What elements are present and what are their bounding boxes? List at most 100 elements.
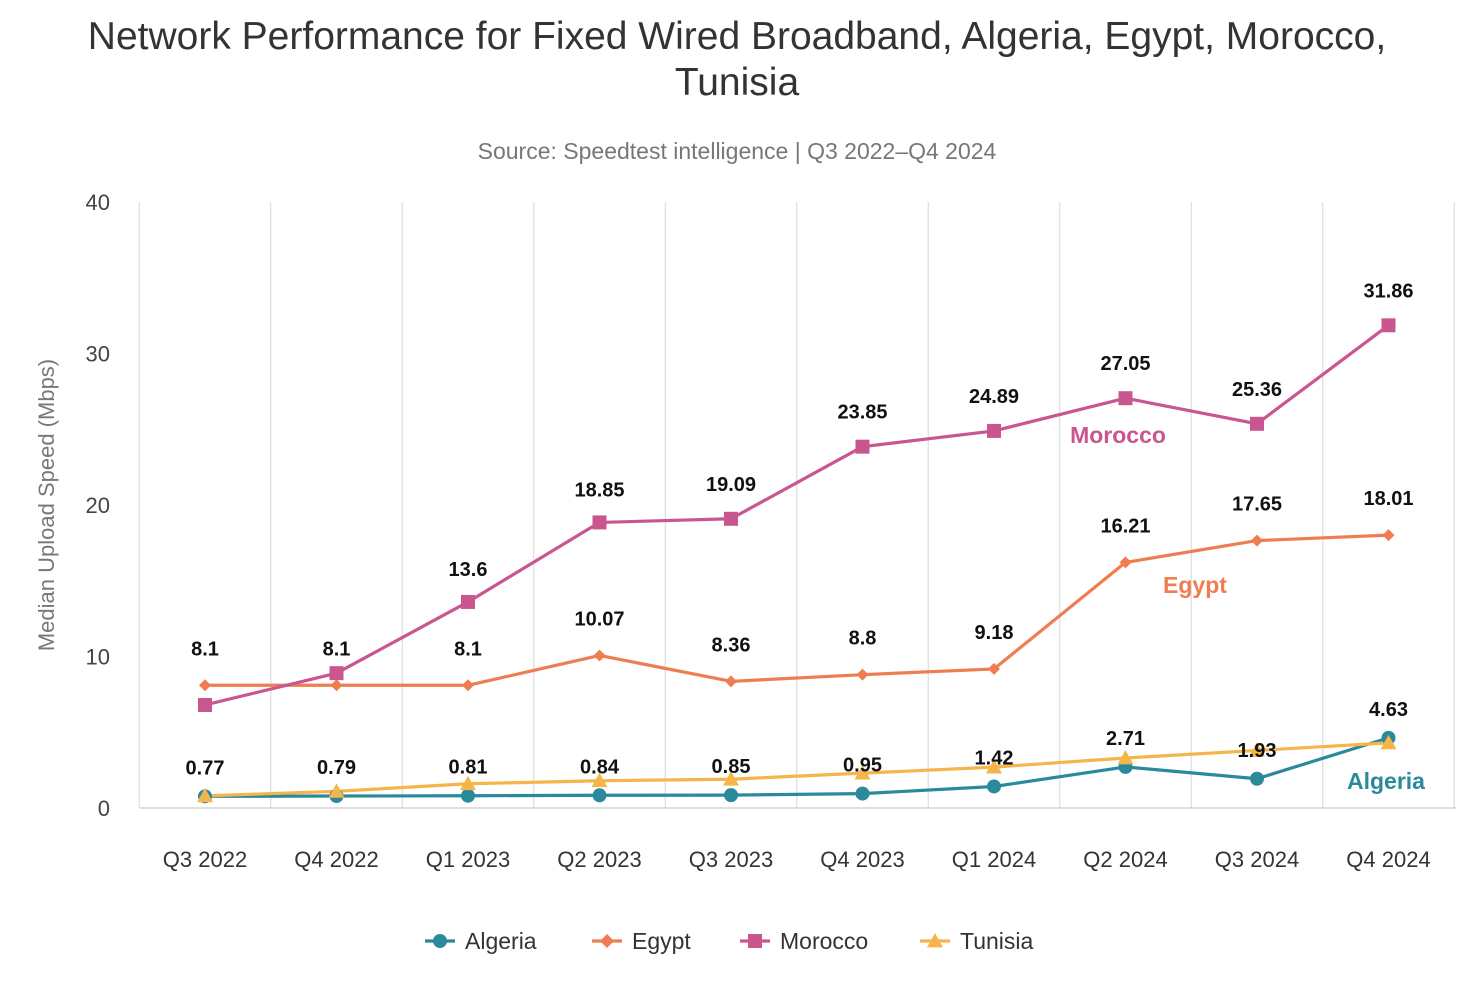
marker-triangle xyxy=(460,775,476,791)
data-label: 27.05 xyxy=(1100,353,1150,375)
marker-square xyxy=(329,666,344,681)
marker-square xyxy=(724,511,738,526)
marker-circle xyxy=(855,786,870,801)
axis-layer: 0 10 20 30 40 Q3 2022 Q4 2022 Q1 2023 Q2 2023 Q3 … xyxy=(34,190,1456,872)
series-line-egypt xyxy=(205,533,1389,687)
x-tick-label: Q1 2024 xyxy=(952,847,1036,872)
marker-diamond xyxy=(856,668,869,681)
data-label: 0.84 xyxy=(580,756,620,778)
legend-label: Algeria xyxy=(465,928,537,954)
marker-diamond xyxy=(725,675,737,688)
marker-triangle xyxy=(591,772,608,788)
data-label: 9.18 xyxy=(975,622,1014,644)
series-markers xyxy=(197,318,1397,804)
legend-item-egypt[interactable]: Egypt xyxy=(592,928,691,954)
data-label: 1.93 xyxy=(1238,740,1277,762)
data-label: 0.77 xyxy=(186,757,225,779)
data-label: 0.85 xyxy=(712,756,751,778)
data-label: 24.89 xyxy=(969,386,1019,408)
legend-label: Tunisia xyxy=(960,928,1033,954)
data-label: 18.01 xyxy=(1363,488,1413,510)
page-subtitle: Source: Speedtest intelligence | Q3 2022… xyxy=(477,138,997,164)
legend[interactable]: Algeria Egypt Morocco Tunisia xyxy=(425,928,1033,954)
marker-triangle xyxy=(1380,734,1397,750)
marker-triangle xyxy=(328,783,345,798)
marker-circle xyxy=(433,934,447,948)
legend-item-algeria[interactable]: Algeria xyxy=(425,928,537,954)
data-label: 19.09 xyxy=(706,474,756,496)
marker-triangle xyxy=(927,933,943,948)
marker-diamond xyxy=(1251,534,1263,547)
marker-circle xyxy=(461,788,475,803)
marker-triangle xyxy=(197,787,213,803)
y-tick-label: 0 xyxy=(98,796,110,821)
data-label: 16.21 xyxy=(1100,515,1150,537)
marker-triangle xyxy=(986,759,1002,774)
marker-square xyxy=(748,934,762,948)
data-label: 2.71 xyxy=(1106,728,1145,750)
series-end-label-egypt: Egypt xyxy=(1163,572,1227,598)
legend-item-morocco[interactable]: Morocco xyxy=(740,928,868,954)
marker-diamond xyxy=(600,934,614,948)
data-label: 0.95 xyxy=(843,755,882,777)
marker-square xyxy=(592,515,607,530)
legend-item-tunisia[interactable]: Tunisia xyxy=(920,928,1033,954)
data-label: 0.81 xyxy=(449,757,488,779)
marker-diamond xyxy=(988,662,1000,675)
data-label: 8.1 xyxy=(454,638,482,660)
series-line-tunisia xyxy=(204,741,1389,798)
series-lines xyxy=(204,324,1390,798)
y-axis-label: Median Upload Speed (Mbps) xyxy=(34,359,59,651)
x-tick-label: Q4 2023 xyxy=(820,847,904,872)
x-tick-label: Q2 2024 xyxy=(1083,847,1167,872)
marker-square xyxy=(987,423,1001,438)
series-end-label-algeria: Algeria xyxy=(1347,768,1425,794)
marker-diamond xyxy=(1382,529,1395,542)
marker-square xyxy=(198,697,212,712)
data-label: 18.85 xyxy=(574,479,624,501)
marker-diamond xyxy=(593,649,606,662)
data-label: 25.36 xyxy=(1232,379,1282,401)
data-label: 8.36 xyxy=(712,634,751,656)
marker-square xyxy=(1250,416,1264,431)
marker-triangle xyxy=(1249,742,1265,757)
marker-triangle xyxy=(854,765,871,780)
data-label: 0.79 xyxy=(317,757,356,779)
y-tick-label: 20 xyxy=(86,493,110,518)
marker-square xyxy=(855,439,870,454)
marker-square xyxy=(1118,391,1133,406)
marker-circle xyxy=(592,788,607,803)
grid-layer xyxy=(138,202,1455,808)
marker-circle xyxy=(724,788,738,803)
x-tick-label: Q2 2023 xyxy=(557,847,641,872)
legend-label: Morocco xyxy=(780,928,868,954)
data-label: 31.86 xyxy=(1363,280,1413,302)
x-tick-label: Q4 2022 xyxy=(294,847,378,872)
y-tick-label: 30 xyxy=(86,342,110,367)
data-label: 13.6 xyxy=(449,559,488,581)
marker-diamond xyxy=(199,679,211,692)
marker-diamond xyxy=(462,679,474,692)
x-tick-label: Q3 2024 xyxy=(1215,847,1299,872)
page-title: Network Performance for Fixed Wired Broa… xyxy=(87,15,1387,104)
marker-diamond xyxy=(1119,556,1132,569)
series-line-algeria xyxy=(204,736,1389,798)
marker-circle xyxy=(1250,771,1264,786)
x-tick-label: Q4 2024 xyxy=(1346,847,1430,872)
marker-triangle xyxy=(723,771,739,786)
data-labels: 0.77 0.79 0.81 0.84 0.85 0.95 1.42 2.71 1.93 4.63… xyxy=(186,280,1426,794)
data-label: 8.8 xyxy=(849,628,877,650)
legend-label: Egypt xyxy=(632,928,691,954)
y-tick-label: 40 xyxy=(86,190,110,215)
y-tick-label: 10 xyxy=(86,645,110,670)
marker-diamond xyxy=(330,679,343,692)
data-label: 4.63 xyxy=(1369,699,1408,721)
series-end-label-morocco: Morocco xyxy=(1070,422,1166,448)
data-label: 10.07 xyxy=(574,608,624,630)
x-tick-label: Q3 2023 xyxy=(689,847,773,872)
x-tick-label: Q1 2023 xyxy=(426,847,510,872)
data-label: 8.1 xyxy=(323,638,351,660)
data-label: 17.65 xyxy=(1232,494,1282,516)
data-label: 23.85 xyxy=(837,402,887,424)
